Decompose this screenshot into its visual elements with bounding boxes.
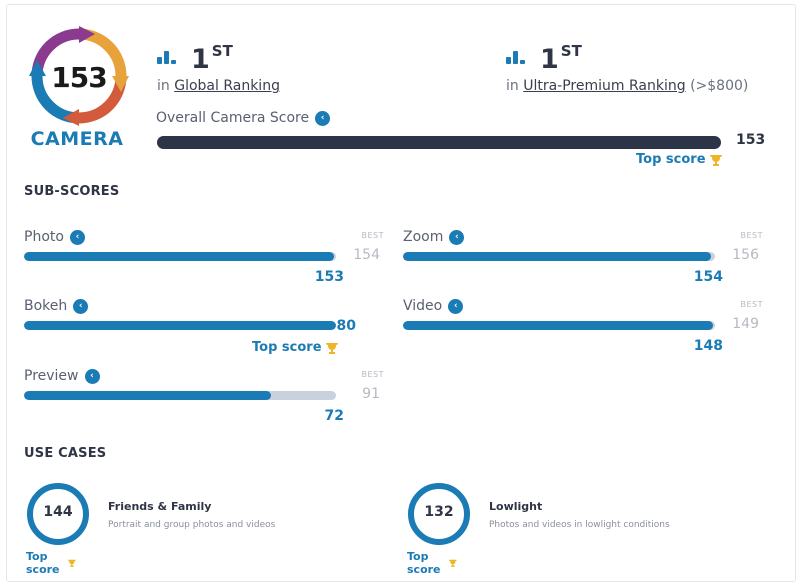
trophy-icon (67, 559, 76, 567)
subscore-value: 153 (314, 269, 344, 285)
subscore-bar-fill (24, 321, 336, 330)
overall-score-value: 153 (736, 132, 766, 148)
global-ranking-caption: in Global Ranking (157, 78, 280, 94)
global-ranking-link[interactable]: Global Ranking (174, 78, 280, 94)
ranking-bars-icon (157, 46, 179, 64)
top-score-label: Top score (252, 340, 322, 355)
usecase-top-score: Top score (26, 550, 76, 576)
subscore-best-label: BEST (740, 300, 763, 309)
subscore-bar-fill (24, 252, 334, 261)
subscore-bar-fill (24, 391, 271, 400)
subscore-label-text: Preview (24, 368, 79, 384)
usecase-score: 144 (43, 504, 73, 520)
usecase-score-ring (408, 483, 470, 545)
ultra-premium-ranking-link[interactable]: Ultra-Premium Ranking (523, 78, 686, 94)
subscore-bokeh: Bokeh ‹ 80 Top score (24, 298, 384, 358)
usecase-name: Lowlight (489, 500, 543, 513)
info-icon[interactable]: ‹ (315, 110, 331, 126)
trophy-icon (325, 342, 338, 354)
subscore-best-value: 91 (362, 386, 380, 402)
global-ranking: 1 ST (157, 36, 233, 75)
subscore-label-text: Photo (24, 229, 64, 245)
overall-top-score: Top score (636, 152, 722, 167)
info-icon[interactable]: ‹ (84, 368, 100, 384)
subscore-photo: Photo ‹ BEST 154 153 (24, 229, 384, 289)
subscore-best-label: BEST (740, 231, 763, 240)
ultra-premium-ranking-caption: in Ultra-Premium Ranking (>$800) (506, 78, 748, 94)
subscore-bar-fill (403, 321, 713, 330)
subscore-best-value: 154 (353, 247, 380, 263)
subscore-value: 148 (693, 338, 723, 354)
subscore-best-value: 149 (732, 316, 759, 332)
subscore-bar-track (403, 321, 715, 330)
subscore-best-value: 156 (732, 247, 759, 263)
usecase-score: 132 (424, 504, 454, 520)
camera-score-card (6, 4, 796, 582)
subscore-label-text: Zoom (403, 229, 444, 245)
info-icon[interactable]: ‹ (73, 298, 89, 314)
subscore-value: 154 (693, 269, 723, 285)
subscore-best-label: BEST (361, 370, 384, 379)
subscore-label: Zoom ‹ (403, 229, 465, 245)
score-ring-icon (29, 26, 129, 126)
subscore-label: Bokeh ‹ (24, 298, 89, 314)
ultra-premium-ranking: 1 ST (506, 36, 582, 75)
subscores-title: SUB-SCORES (24, 184, 120, 199)
top-score-label: Top score (636, 152, 706, 167)
subscore-video: Video ‹ BEST 149 148 (403, 298, 763, 358)
ultra-premium-rank-position: 1 ST (540, 42, 582, 75)
top-score-label: Top score (407, 550, 441, 576)
logo-score: 153 (51, 61, 107, 94)
usecase-name: Friends & Family (108, 500, 212, 513)
subscore-bar-track (24, 321, 336, 330)
subscore-bar-track (24, 391, 336, 400)
usecase-description: Photos and videos in lowlight conditions (489, 520, 670, 530)
subscore-label: Video ‹ (403, 298, 464, 314)
subscore-best-label: BEST (361, 231, 384, 240)
ultra-premium-price: (>$800) (690, 78, 749, 94)
subscore-bar-track (403, 252, 715, 261)
overall-score-label: Overall Camera Score ‹ (156, 110, 331, 126)
subscore-bar-fill (403, 252, 711, 261)
ranking-bars-icon (506, 46, 528, 64)
global-rank-position: 1 ST (191, 42, 233, 75)
ultra-premium-ranking-prefix: in (506, 78, 519, 94)
subscore-value: 72 (324, 408, 344, 424)
subscore-bar-track (24, 252, 336, 261)
subscore-zoom: Zoom ‹ BEST 156 154 (403, 229, 763, 289)
subscore-preview: Preview ‹ BEST 91 72 (24, 368, 384, 428)
subscore-top-score: Top score (252, 340, 338, 355)
usecase-score-ring (27, 483, 89, 545)
subscore-label-text: Bokeh (24, 298, 68, 314)
usecase-top-score: Top score (407, 550, 457, 576)
trophy-icon (709, 154, 722, 166)
usecases-title: USE CASES (24, 446, 107, 461)
info-icon[interactable]: ‹ (449, 229, 465, 245)
subscore-label: Preview ‹ (24, 368, 100, 384)
info-icon[interactable]: ‹ (69, 229, 85, 245)
overall-score-text: Overall Camera Score (156, 110, 310, 126)
subscore-label: Photo ‹ (24, 229, 85, 245)
overall-score-bar (157, 136, 721, 149)
logo-label: CAMERA (30, 128, 124, 150)
camera-score-logo: 153 CAMERA (22, 24, 130, 154)
top-score-label: Top score (26, 550, 60, 576)
subscore-value: 80 (336, 318, 356, 334)
info-icon[interactable]: ‹ (448, 298, 464, 314)
subscore-label-text: Video (403, 298, 443, 314)
global-ranking-prefix: in (157, 78, 170, 94)
usecase-description: Portrait and group photos and videos (108, 520, 276, 530)
trophy-icon (448, 559, 457, 567)
